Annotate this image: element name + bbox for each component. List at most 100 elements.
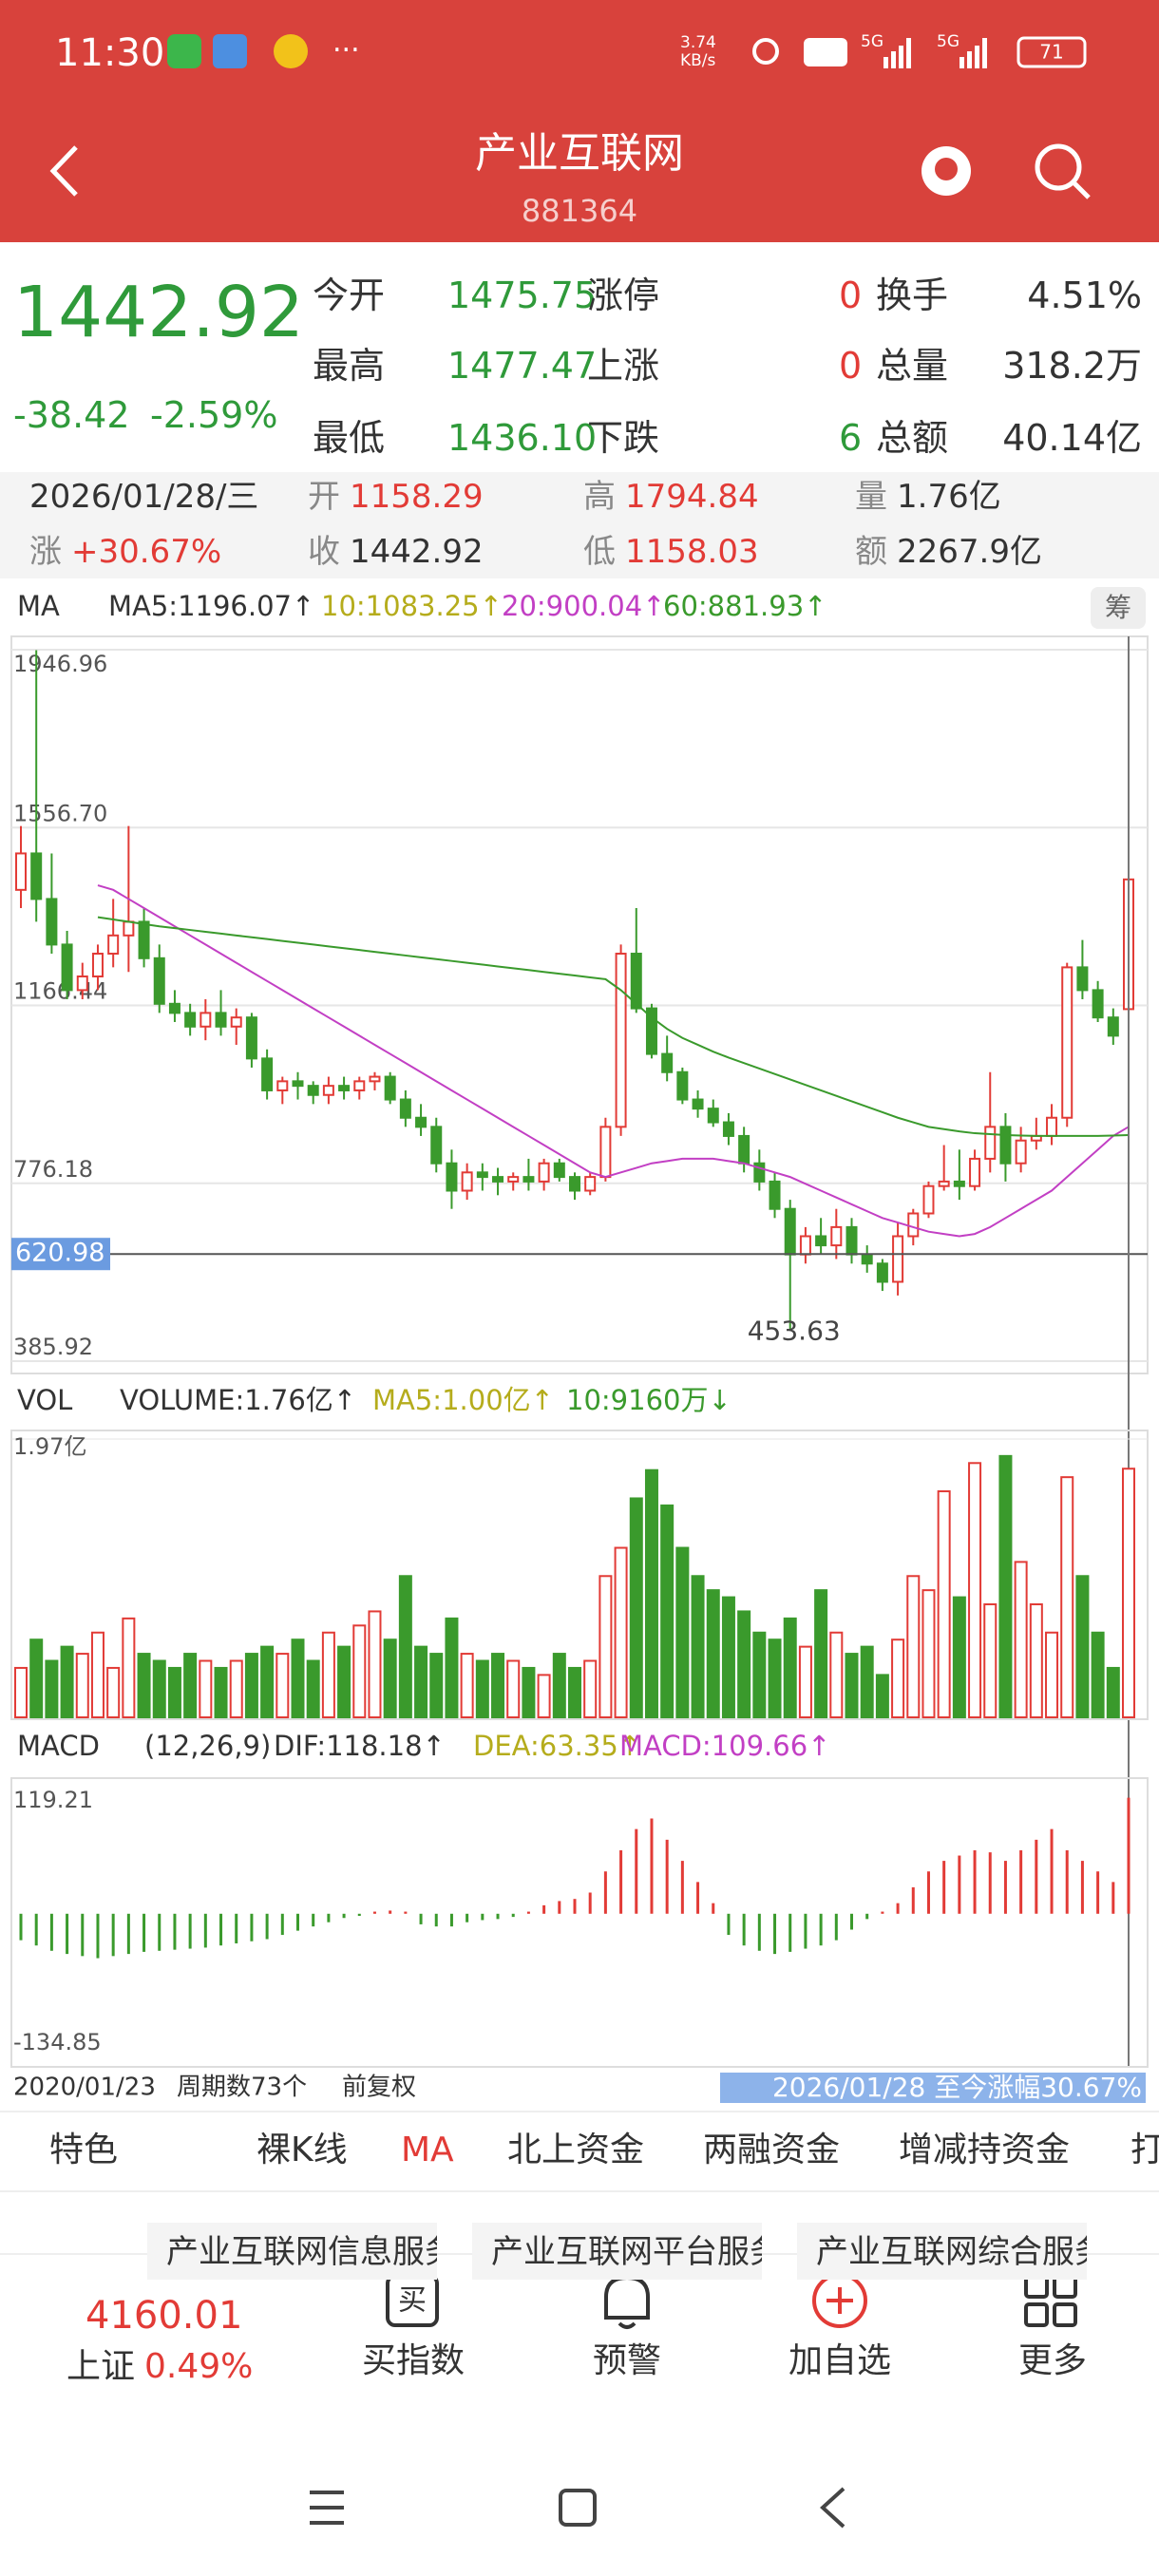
y-tick-label: 1166.44	[13, 978, 107, 1005]
candle-body	[599, 1126, 612, 1179]
footer: 周期数73个	[177, 2074, 307, 2102]
volume-bar	[737, 1610, 751, 1719]
candle-body	[399, 1098, 411, 1119]
quote-label: 总额	[876, 417, 949, 459]
panel	[10, 1777, 1149, 2068]
candle-body	[168, 1002, 180, 1014]
quote-label: 总量	[876, 345, 949, 387]
candle-body	[799, 1235, 811, 1256]
volume-bar	[644, 1468, 658, 1718]
nav-item[interactable]: 预警	[592, 2341, 661, 2380]
card[interactable]: 产业互联网平台服务	[472, 2223, 762, 2280]
divider	[0, 2111, 1159, 2112]
card[interactable]: 产业互联网信息服务	[147, 2223, 437, 2280]
candle-body	[384, 1075, 396, 1101]
volume-bar	[752, 1631, 767, 1719]
tab[interactable]: 裸K线	[256, 2131, 348, 2169]
volume-bar	[537, 1674, 551, 1719]
info-label: 额	[855, 533, 887, 571]
legend: 20:900.04↑	[502, 590, 665, 622]
chip-btn[interactable]	[1091, 587, 1146, 629]
card[interactable]: 产业互联网综合服务	[797, 2223, 1087, 2280]
tab[interactable]: 两融资金	[703, 2131, 841, 2169]
volume-bar	[321, 1631, 335, 1719]
quote-label: 最高	[313, 345, 386, 387]
candle-body	[569, 1176, 580, 1192]
volume-bar	[183, 1653, 198, 1718]
search[interactable]	[1035, 143, 1082, 191]
quote-label: 上涨	[587, 345, 660, 387]
info-bg	[0, 472, 1159, 578]
candle-body	[1107, 1016, 1119, 1037]
volume-bar	[968, 1462, 982, 1718]
tab[interactable]: 打	[1130, 2131, 1159, 2169]
nav-item[interactable]: 更多	[1017, 2341, 1087, 2380]
candle-body	[676, 1070, 689, 1101]
info-label: 涨	[29, 533, 62, 571]
candle-body	[661, 1052, 674, 1073]
y-tick-label: 1556.70	[13, 800, 107, 826]
quote-value: 318.2万	[1002, 345, 1142, 387]
candle-body	[307, 1085, 319, 1096]
volume-bar	[199, 1659, 213, 1718]
volume-bar	[552, 1653, 566, 1718]
legend-bg	[0, 579, 1159, 633]
volume-bar	[675, 1546, 690, 1718]
volume-bar	[768, 1638, 782, 1719]
time: 11:30	[55, 31, 165, 75]
candle-body	[692, 1098, 704, 1110]
candle-body	[1076, 966, 1089, 992]
legend: DIF:118.18↑	[274, 1730, 446, 1762]
tab[interactable]: 特色	[49, 2131, 119, 2169]
net: 5G	[861, 32, 884, 51]
candle-body	[322, 1085, 334, 1096]
volume-bar	[414, 1645, 428, 1718]
nav-icons: 买	[386, 2273, 1077, 2329]
candle-body	[522, 1176, 535, 1183]
candle-body	[123, 920, 135, 937]
tab[interactable]: MA	[401, 2131, 454, 2169]
quote-value: 1475.75	[447, 275, 598, 316]
info-value: 1442.92	[350, 533, 484, 571]
volume-bar	[875, 1674, 889, 1719]
candle-body	[830, 1225, 843, 1247]
tab[interactable]: 北上资金	[507, 2131, 645, 2169]
volume-bar	[244, 1653, 258, 1718]
battery: 71	[1039, 41, 1063, 64]
quote-value: 1436.10	[447, 417, 598, 459]
volume-bar	[260, 1645, 275, 1718]
candle-body	[200, 1012, 212, 1028]
volume-bar	[598, 1575, 613, 1718]
legend: MACD	[17, 1730, 100, 1762]
quote-value: 0	[839, 275, 863, 316]
nav-item[interactable]: 买指数	[361, 2341, 465, 2380]
info-value: +30.67%	[71, 533, 222, 571]
volume-bar	[352, 1624, 367, 1718]
candle-body	[938, 1180, 950, 1187]
volume-bar	[829, 1631, 844, 1719]
date: 2026/01/28/三	[29, 478, 259, 516]
quote-label: 下跌	[587, 417, 660, 459]
volume-bar	[798, 1645, 812, 1718]
candle-body	[753, 1162, 766, 1183]
volume-bar	[1014, 1561, 1028, 1719]
candle-body	[722, 1121, 734, 1137]
tab[interactable]: 增减持资金	[899, 2131, 1071, 2169]
nav-item[interactable]: 加自选	[788, 2341, 891, 2380]
panel	[10, 1430, 1149, 1720]
info-value: 1.76亿	[897, 478, 1001, 516]
volume-bar	[491, 1653, 505, 1718]
candle-body	[261, 1057, 274, 1091]
volume-bar	[783, 1617, 797, 1718]
volume-bar	[214, 1666, 228, 1719]
back[interactable]	[38, 138, 95, 204]
volume-bar	[429, 1653, 444, 1718]
chart: MA MA5:1196.07↑ 10:1083.25↑ 20:900.04↑60:88…	[0, 579, 1159, 2103]
candle-body	[1092, 989, 1104, 1019]
volume-bar	[106, 1666, 121, 1719]
low-label: 453.63	[748, 1316, 841, 1347]
candle-body	[15, 852, 27, 891]
index-value[interactable]: 4160.01	[86, 2294, 243, 2338]
volume-bar	[522, 1666, 536, 1719]
candle-body	[153, 957, 165, 1005]
